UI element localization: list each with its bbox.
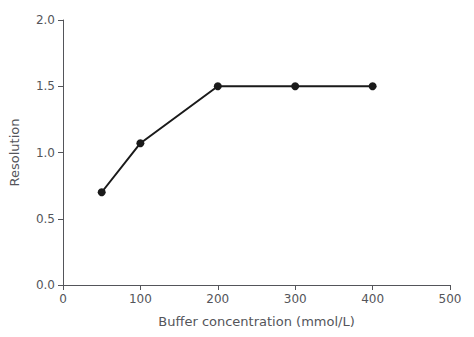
- svg-text:200: 200: [206, 292, 229, 306]
- svg-text:Resolution: Resolution: [7, 119, 22, 187]
- svg-text:0.5: 0.5: [36, 212, 55, 226]
- svg-text:0: 0: [59, 292, 67, 306]
- svg-text:1.5: 1.5: [36, 79, 55, 93]
- svg-text:1.0: 1.0: [36, 146, 55, 160]
- svg-text:100: 100: [129, 292, 152, 306]
- svg-text:400: 400: [361, 292, 384, 306]
- svg-text:0.0: 0.0: [36, 278, 55, 292]
- svg-text:Buffer concentration (mmol/L): Buffer concentration (mmol/L): [158, 314, 354, 329]
- svg-text:500: 500: [439, 292, 462, 306]
- svg-text:300: 300: [284, 292, 307, 306]
- svg-text:2.0: 2.0: [36, 13, 55, 27]
